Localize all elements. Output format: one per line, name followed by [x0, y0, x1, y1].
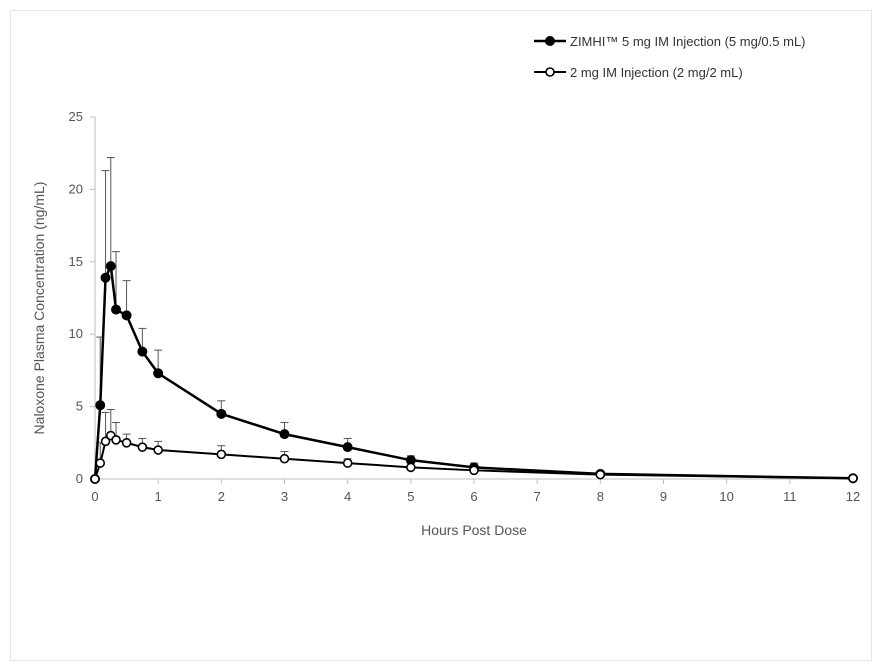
y-tick-label: 0	[76, 471, 83, 486]
series-lines	[93, 261, 854, 480]
data-point	[216, 408, 227, 419]
data-point	[153, 445, 163, 455]
data-point	[342, 442, 353, 453]
data-point	[279, 453, 290, 464]
data-point	[90, 474, 100, 484]
y-tick-label: 5	[76, 399, 83, 414]
data-point	[95, 400, 106, 411]
data-point	[100, 272, 111, 283]
data-point	[105, 261, 116, 272]
data-point	[153, 368, 164, 379]
legend-label: 2 mg IM Injection (2 mg/2 mL)	[570, 65, 743, 80]
y-tick-label: 25	[69, 109, 83, 124]
x-tick-label: 8	[597, 489, 604, 504]
series-points	[90, 261, 858, 484]
data-point	[595, 469, 606, 480]
x-tick-label: 5	[407, 489, 414, 504]
data-point	[279, 429, 290, 440]
x-tick-label: 7	[534, 489, 541, 504]
chart-frame	[10, 10, 872, 661]
x-tick-label: 4	[344, 489, 351, 504]
x-tick-label: 3	[281, 489, 288, 504]
data-point	[469, 465, 479, 476]
data-point	[848, 473, 858, 484]
y-axis-title: Naloxone Plasma Concentration (ng/mL)	[31, 182, 47, 435]
data-point	[111, 304, 122, 315]
legend-swatch-marker	[545, 67, 555, 77]
y-tick-label: 10	[69, 326, 83, 341]
data-point	[342, 458, 353, 468]
data-point	[137, 346, 148, 357]
y-tick-label: 15	[69, 254, 83, 269]
x-tick-label: 1	[155, 489, 162, 504]
data-point	[100, 436, 111, 447]
x-tick-label: 9	[660, 489, 667, 504]
x-tick-label: 12	[846, 489, 860, 504]
data-point	[111, 435, 121, 445]
x-tick-label: 11	[783, 489, 797, 504]
data-point	[95, 458, 106, 468]
x-tick-label: 0	[91, 489, 98, 504]
data-point	[137, 442, 148, 452]
legend-label: ZIMHI™ 5 mg IM Injection (5 mg/0.5 mL)	[570, 34, 806, 49]
x-tick-label: 10	[719, 489, 733, 504]
legend: ZIMHI™ 5 mg IM Injection (5 mg/0.5 mL) 2 …	[534, 34, 806, 80]
data-point	[216, 449, 227, 460]
data-point	[406, 462, 416, 473]
y-tick-label: 20	[69, 181, 83, 196]
data-point	[121, 310, 132, 321]
data-point	[121, 437, 132, 448]
series-line-1	[93, 261, 854, 480]
legend-swatch-marker	[545, 36, 555, 46]
error-bars	[96, 157, 857, 479]
x-tick-label: 6	[470, 489, 477, 504]
x-axis-title: Hours Post Dose	[421, 522, 527, 538]
x-tick-label: 2	[218, 489, 225, 504]
